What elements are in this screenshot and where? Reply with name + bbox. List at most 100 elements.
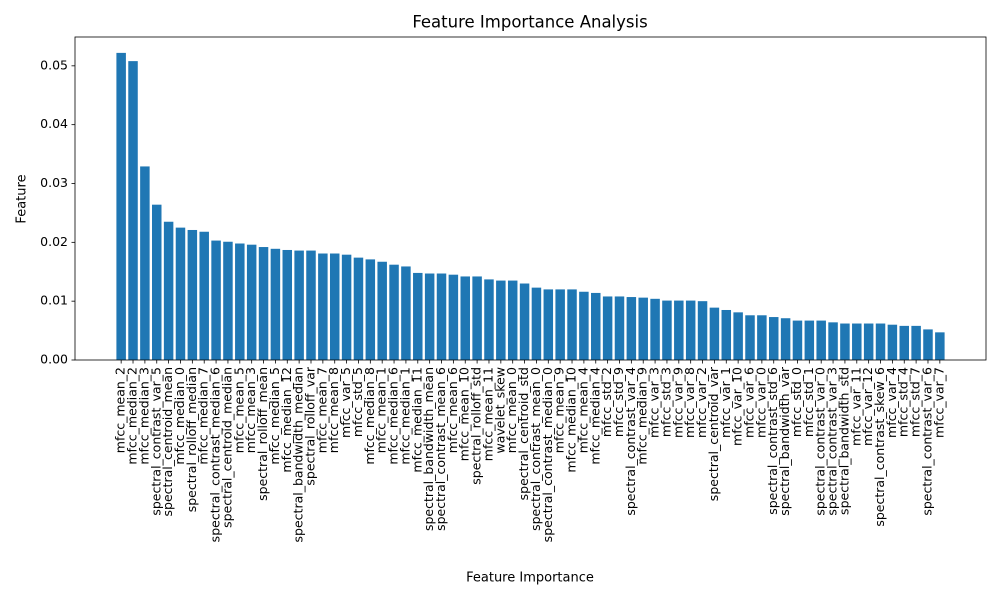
bar <box>804 320 815 360</box>
x-tick-label: mfcc_median_3 <box>136 367 151 465</box>
x-tick-label: mfcc_mean_1 <box>374 367 389 453</box>
bar <box>460 276 470 360</box>
x-tick-label: spectral_contrast_mean_6 <box>433 367 448 531</box>
bar <box>567 289 577 360</box>
bar <box>353 257 364 360</box>
bar <box>448 274 459 360</box>
bar <box>543 289 554 360</box>
x-tick-label: spectral_contrast_std_6 <box>765 367 780 515</box>
x-tick-label: mfcc_mean_4 <box>575 367 590 453</box>
x-tick-label: mfcc_median_8 <box>362 367 377 465</box>
x-tick-label: spectral_rolloff_var <box>302 366 317 485</box>
bar <box>887 324 898 360</box>
x-tick-label: mfcc_mean_0 <box>504 367 519 453</box>
x-tick-label: mfcc_median_11 <box>409 367 424 473</box>
x-tick-label: spectral_contrast_var_6 <box>919 367 934 516</box>
bar <box>531 287 542 360</box>
x-tick-label: spectral_centroid_mean <box>160 367 175 516</box>
x-tick-label: mfcc_var_1 <box>718 367 733 438</box>
bar <box>757 315 767 360</box>
x-tick-label: mfcc_mean_2 <box>113 367 128 453</box>
bar <box>507 280 518 360</box>
bar <box>377 261 387 360</box>
bar <box>816 320 826 360</box>
bar <box>270 248 281 360</box>
x-tick-label: mfcc_median_6 <box>386 367 401 465</box>
x-tick-label: mfcc_var_3 <box>647 367 662 438</box>
bar <box>329 253 340 360</box>
x-tick-label: mfcc_var_0 <box>753 367 768 438</box>
bar <box>282 249 293 360</box>
x-tick-label: spectral_contrast_var_3 <box>825 367 840 516</box>
bar <box>365 259 376 360</box>
bar <box>768 317 779 360</box>
bar <box>650 298 660 360</box>
x-tick-label: spectral_centroid_var <box>706 366 721 501</box>
x-tick-label: mfcc_std_7 <box>908 367 923 437</box>
bar <box>828 322 838 360</box>
x-tick-label: spectral_contrast_var_4 <box>623 367 638 516</box>
x-tick-label: mfcc_mean_7 <box>314 367 329 453</box>
y-axis-label: Feature <box>15 174 30 223</box>
bar <box>199 231 209 360</box>
bar <box>923 329 933 360</box>
bar <box>519 283 530 360</box>
bar <box>721 309 732 360</box>
bar <box>863 323 874 360</box>
x-tick-label: spectral_bandwidth_std <box>836 367 851 515</box>
x-tick-label: mfcc_var_9 <box>670 367 685 438</box>
bar <box>306 250 316 360</box>
plot-frame <box>74 36 987 361</box>
x-tick-label: mfcc_median_0 <box>172 367 187 465</box>
x-tick-label: mfcc_std_1 <box>801 367 816 437</box>
bar <box>875 323 886 360</box>
x-tick-label: mfcc_std_5 <box>350 367 365 437</box>
bar <box>911 325 921 360</box>
x-tick-label: mfcc_median_10 <box>564 367 579 473</box>
x-tick-label: mfcc_mean_8 <box>326 367 341 453</box>
bar <box>733 312 743 360</box>
x-tick-label: spectral_rolloff_median <box>184 367 199 512</box>
bar <box>389 264 399 360</box>
x-tick-label: mfcc_median_7 <box>196 367 211 465</box>
x-tick-label: mfcc_mean_6 <box>445 367 460 453</box>
x-tick-label: mfcc_mean_10 <box>457 367 472 461</box>
bar <box>935 332 945 360</box>
bar <box>840 323 850 360</box>
x-tick-label: spectral_centroid_median <box>219 367 234 528</box>
x-tick-label: mfcc_var_8 <box>682 367 697 438</box>
bar <box>424 273 435 360</box>
x-axis-label: Feature Importance <box>466 571 594 586</box>
y-tick-label: 0.00 <box>40 352 68 367</box>
x-tick-label: mfcc_median_1 <box>397 367 412 465</box>
bar <box>163 221 174 360</box>
bar <box>223 241 233 360</box>
x-tick-label: spectral_centroid_std <box>516 367 531 500</box>
x-tick-label: mfcc_mean_9 <box>552 367 567 453</box>
x-tick-label: spectral_bandwidth_median <box>291 367 306 542</box>
bar <box>258 247 269 360</box>
x-tick-label: mfcc_var_4 <box>884 367 899 438</box>
bar <box>235 243 245 360</box>
bar <box>709 307 720 360</box>
bar <box>496 280 506 360</box>
x-tick-label: mfcc_var_11 <box>848 367 863 446</box>
x-tick-label: mfcc_std_9 <box>611 367 626 437</box>
x-tick-label: mfcc_mean_3 <box>243 367 258 453</box>
x-tick-label: spectral_bandwidth_var <box>777 366 792 516</box>
x-tick-label: spectral_contrast_skew_6 <box>872 367 887 527</box>
x-tick-label: mfcc_var_7 <box>931 367 946 438</box>
chart-title: Feature Importance Analysis <box>412 13 647 32</box>
bar <box>294 250 304 360</box>
bar <box>697 301 708 360</box>
bar <box>175 227 186 360</box>
bar <box>899 325 909 360</box>
bar <box>626 297 637 360</box>
bar <box>602 296 613 360</box>
bar <box>436 273 447 360</box>
y-tick-label: 0.01 <box>40 293 68 308</box>
x-tick-label: mfcc_mean_11 <box>480 367 495 461</box>
bar <box>685 300 696 360</box>
bar <box>780 318 791 360</box>
